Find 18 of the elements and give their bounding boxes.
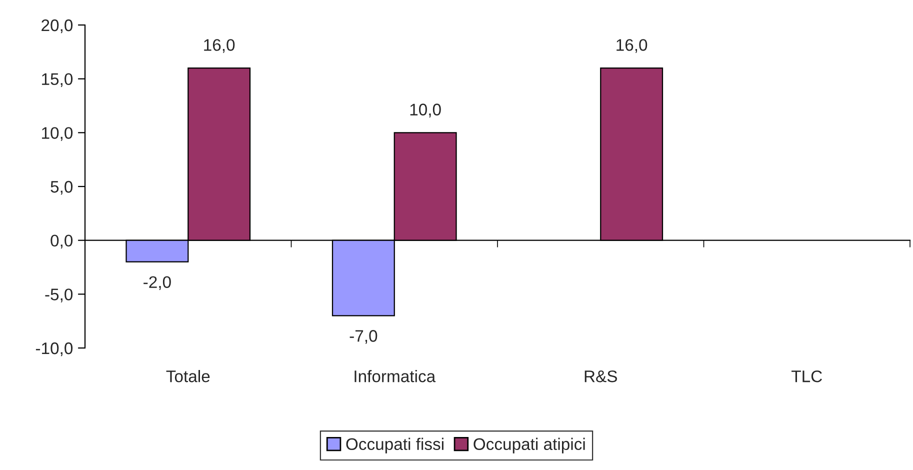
y-tick-label: -10,0 bbox=[36, 342, 73, 356]
y-tick-label: -5,0 bbox=[45, 288, 73, 302]
x-tick-label: Informatica bbox=[354, 370, 436, 382]
legend-label: Occupati fissi bbox=[346, 438, 444, 454]
y-tick-label: 5,0 bbox=[50, 180, 73, 195]
data-label: 16,0 bbox=[616, 39, 648, 53]
x-tick-label: Totale bbox=[166, 370, 210, 382]
x-tick-label: R&S bbox=[584, 370, 617, 382]
y-tick-label: 10,0 bbox=[42, 127, 73, 141]
data-label: -2,0 bbox=[144, 276, 171, 290]
y-tick-label: 0,0 bbox=[50, 234, 73, 249]
data-label: 10,0 bbox=[410, 104, 441, 118]
y-tick-label: 15,0 bbox=[42, 73, 73, 88]
data-label: 16,0 bbox=[204, 39, 235, 53]
legend-label: Occupati atipici bbox=[474, 438, 585, 454]
data-label: -7,0 bbox=[350, 330, 378, 344]
y-tick-label: 20,0 bbox=[42, 19, 73, 34]
x-tick-label: TLC bbox=[792, 370, 822, 382]
